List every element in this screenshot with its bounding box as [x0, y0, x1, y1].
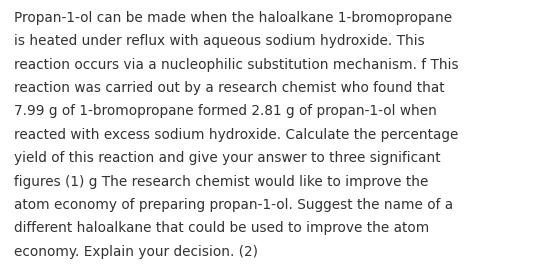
Text: 7.99 g of 1-bromopropane formed 2.81 g of propan-1-ol when: 7.99 g of 1-bromopropane formed 2.81 g o…	[14, 104, 437, 118]
Text: reaction was carried out by a research chemist who found that: reaction was carried out by a research c…	[14, 81, 445, 95]
Text: yield of this reaction and give your answer to three significant: yield of this reaction and give your ans…	[14, 151, 441, 165]
Text: different haloalkane that could be used to improve the atom: different haloalkane that could be used …	[14, 221, 429, 235]
Text: economy. Explain your decision. (2): economy. Explain your decision. (2)	[14, 245, 258, 259]
Text: Propan-1-ol can be made when the haloalkane 1-bromopropane: Propan-1-ol can be made when the haloalk…	[14, 11, 452, 25]
Text: reacted with excess sodium hydroxide. Calculate the percentage: reacted with excess sodium hydroxide. Ca…	[14, 128, 458, 142]
Text: is heated under reflux with aqueous sodium hydroxide. This: is heated under reflux with aqueous sodi…	[14, 34, 425, 48]
Text: figures (1) g The research chemist would like to improve the: figures (1) g The research chemist would…	[14, 175, 429, 188]
Text: reaction occurs via a nucleophilic substitution mechanism. f This: reaction occurs via a nucleophilic subst…	[14, 58, 459, 72]
Text: atom economy of preparing propan-1-ol. Suggest the name of a: atom economy of preparing propan-1-ol. S…	[14, 198, 453, 212]
